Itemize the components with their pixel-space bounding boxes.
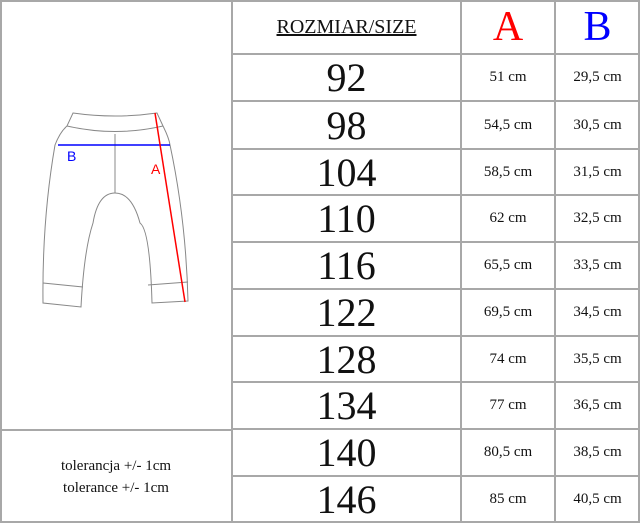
grid-line xyxy=(232,428,640,430)
row-b-cell: 35,5 cm xyxy=(573,350,622,367)
tolerance-pl: tolerancja +/- 1cm xyxy=(60,457,172,474)
grid-line xyxy=(232,148,640,150)
grid-line xyxy=(0,429,232,431)
grid-line xyxy=(232,53,640,55)
row-a-cell: 80,5 cm xyxy=(483,444,533,460)
grid-line xyxy=(0,0,2,523)
grid-line xyxy=(232,475,640,477)
row-b-cell: 36,5 cm xyxy=(573,397,622,413)
grid-line xyxy=(231,0,233,523)
row-a-cell: 69,5 cm xyxy=(483,304,533,320)
label-a: A xyxy=(151,161,161,177)
header-size: ROZMIAR/SIZE xyxy=(276,15,417,38)
row-a-cell: 74 cm xyxy=(489,350,527,367)
grid-line xyxy=(232,194,640,196)
row-size-cell: 146 xyxy=(316,476,377,522)
row-a-cell: 65,5 cm xyxy=(483,257,533,273)
tolerance-note: tolerancja +/- 1cm tolerance +/- 1cm xyxy=(0,430,232,523)
grid-line xyxy=(0,521,640,523)
row-size-cell: 122 xyxy=(316,290,377,335)
row-size-cell: 104 xyxy=(316,149,377,195)
row-a-cell: 51 cm xyxy=(489,69,527,85)
header-b: B xyxy=(583,4,612,50)
left-cuff-line xyxy=(42,282,84,288)
header-a: A xyxy=(492,4,524,50)
grid-line xyxy=(232,381,640,383)
row-b-cell: 34,5 cm xyxy=(573,304,622,320)
grid-line xyxy=(460,0,462,523)
tolerance-en: tolerance +/- 1cm xyxy=(63,479,169,496)
grid-line xyxy=(232,100,640,102)
row-size-cell: 134 xyxy=(316,383,377,428)
row-b-cell: 30,5 cm xyxy=(573,116,622,133)
row-a-cell: 54,5 cm xyxy=(483,116,533,133)
row-size-cell: 92 xyxy=(326,55,367,100)
row-b-cell: 31,5 cm xyxy=(573,163,622,180)
grid-line xyxy=(232,241,640,243)
grid-line xyxy=(232,335,640,337)
row-a-cell: 77 cm xyxy=(489,397,527,413)
grid-line xyxy=(232,288,640,290)
row-b-cell: 33,5 cm xyxy=(573,257,622,273)
pants-diagram: B A xyxy=(42,112,189,308)
row-b-cell: 32,5 cm xyxy=(573,210,622,226)
row-b-cell: 38,5 cm xyxy=(573,444,622,460)
pants-outline xyxy=(42,112,189,308)
grid-line xyxy=(554,0,556,523)
measure-a-line xyxy=(154,112,186,303)
grid-line xyxy=(0,0,640,2)
grid-line xyxy=(638,0,640,523)
waistband-line xyxy=(66,125,164,132)
row-size-cell: 140 xyxy=(316,430,377,475)
row-size-cell: 128 xyxy=(316,336,377,382)
row-a-cell: 85 cm xyxy=(489,490,527,507)
row-a-cell: 62 cm xyxy=(489,210,527,226)
label-b: B xyxy=(67,148,76,164)
row-size-cell: 116 xyxy=(317,243,376,288)
row-b-cell: 40,5 cm xyxy=(573,490,622,507)
row-size-cell: 98 xyxy=(326,102,367,148)
row-b-cell: 29,5 cm xyxy=(573,69,622,85)
row-size-cell: 110 xyxy=(317,196,376,241)
row-a-cell: 58,5 cm xyxy=(483,163,533,180)
